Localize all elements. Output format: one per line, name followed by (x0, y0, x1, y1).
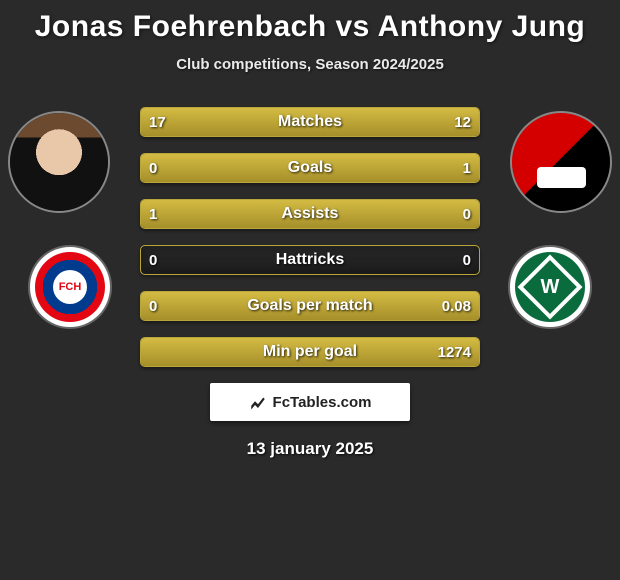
watermark-text: FcTables.com (273, 394, 372, 411)
stat-value-right: 0 (463, 200, 471, 228)
stat-label: Goals (141, 154, 479, 182)
stat-label: Matches (141, 108, 479, 136)
stat-rows: Matches1712Goals01Assists10Hattricks00Go… (140, 107, 480, 383)
player2-name: Anthony Jung (378, 10, 586, 43)
stat-value-left: 1 (149, 200, 157, 228)
player2-avatar (510, 111, 612, 213)
stat-value-right: 1 (463, 154, 471, 182)
date-text: 13 january 2025 (0, 439, 620, 459)
fch-badge-icon: FCH (35, 252, 105, 322)
stat-label: Assists (141, 200, 479, 228)
player1-avatar (8, 111, 110, 213)
stat-label: Hattricks (141, 246, 479, 274)
stat-row: Goals per match0 0.08 (140, 291, 480, 321)
player1-club-badge: FCH (28, 245, 112, 329)
player2-avatar-placeholder (512, 113, 610, 211)
stat-value-left: 17 (149, 108, 166, 136)
stat-label: Min per goal (141, 338, 479, 366)
stat-value-left: 0 (149, 246, 157, 274)
stat-row: Matches17 12 (140, 107, 480, 137)
stat-value-right: 12 (454, 108, 471, 136)
chart-icon (249, 393, 267, 411)
stat-label: Goals per match (141, 292, 479, 320)
stat-value-left: 0 (149, 292, 157, 320)
werder-diamond-icon: W (517, 254, 582, 319)
stat-row: Min per goal1274 (140, 337, 480, 367)
comparison-stage: FCH W Matches1712Goals01Assists10Hattric… (0, 93, 620, 373)
player2-club-badge: W (508, 245, 592, 329)
page-title: Jonas Foehrenbach vs Anthony Jung (0, 0, 620, 44)
player1-name: Jonas Foehrenbach (35, 10, 327, 43)
watermark: FcTables.com (210, 383, 410, 421)
stat-value-right: 0 (463, 246, 471, 274)
player1-avatar-placeholder (10, 113, 108, 211)
stat-row: Hattricks0 0 (140, 245, 480, 275)
stat-value-left: 0 (149, 154, 157, 182)
stat-row: Assists1 0 (140, 199, 480, 229)
werder-badge-icon: W (515, 252, 585, 322)
stat-value-right: 0.08 (442, 292, 471, 320)
stat-value-right: 1274 (438, 338, 471, 366)
stat-row: Goals0 1 (140, 153, 480, 183)
vs-text: vs (336, 10, 370, 43)
fch-abbr: FCH (53, 270, 87, 304)
subtitle: Club competitions, Season 2024/2025 (0, 56, 620, 73)
werder-abbr: W (541, 275, 560, 298)
